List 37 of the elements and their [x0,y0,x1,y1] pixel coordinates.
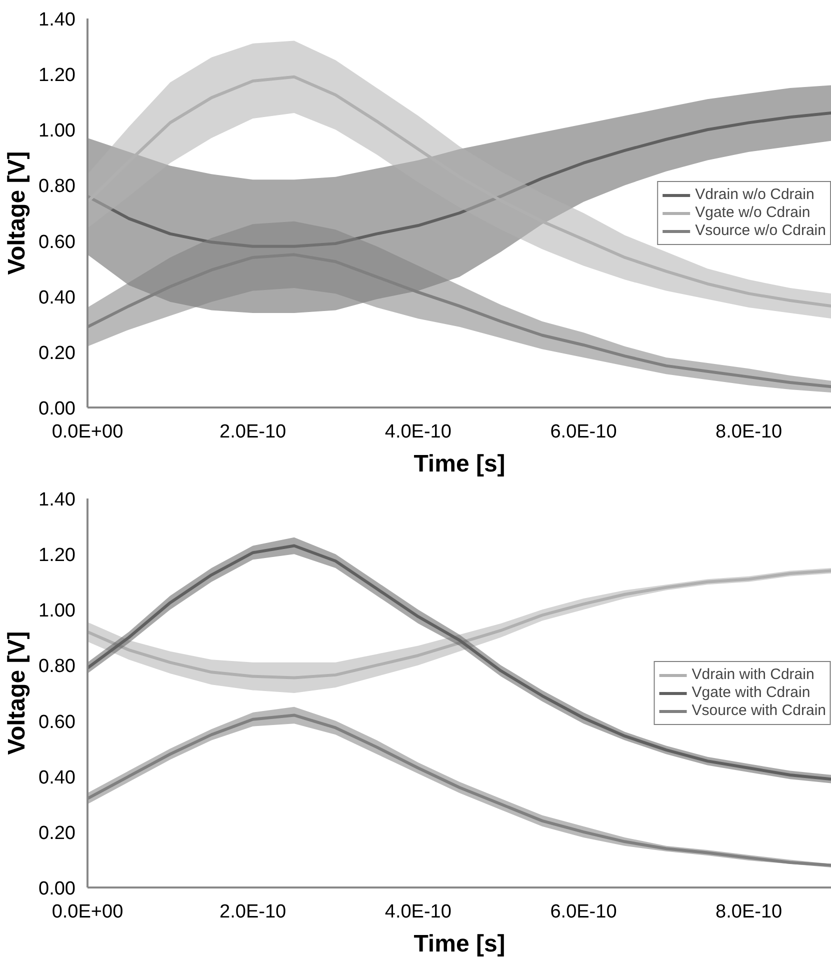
x-tick-label: 2.0E-10 [220,422,286,442]
y-tick-label: 1.20 [38,65,76,86]
x-tick-label: 4.0E-10 [384,902,452,922]
y-tick-label: 0.60 [38,232,76,253]
legend-label: Vgate w/o Cdrain [695,204,810,222]
x-axis-title: Time [s] [414,450,506,478]
legend-label: Vsource with Cdrain [692,702,826,720]
x-tick-label: 8.0E-10 [716,902,782,922]
y-tick-label: 1.00 [38,600,76,622]
x-tick-label: 6.0E-10 [550,902,617,922]
y-axis-title: Voltage [V] [4,631,31,755]
y-tick-label: 0.00 [38,878,76,900]
x-tick-label: 0.0E+00 [52,902,124,922]
x-tick-label: 0.0E+00 [52,422,124,442]
y-axis-title: Voltage [V] [4,151,31,275]
y-tick-label: 0.80 [38,176,76,198]
y-tick-label: 0.00 [38,398,76,420]
legend-label: Vsource w/o Cdrain [695,222,826,240]
x-tick-label: 2.0E-10 [220,902,286,922]
line-series [88,111,831,248]
x-tick-label: 8.0E-10 [716,422,782,442]
x-axis-title: Time [s] [414,930,506,958]
legend-label: Vdrain w/o Cdrain [695,186,814,204]
y-tick-label: 1.40 [38,490,76,510]
x-tick-label: 4.0E-10 [384,422,452,442]
y-tick-label: 0.40 [38,287,76,308]
y-tick-label: 1.40 [38,10,76,30]
y-tick-label: 0.80 [38,656,76,678]
legend-label: Vdrain with Cdrain [692,666,814,684]
y-tick-label: 1.00 [38,120,76,142]
y-tick-label: 1.20 [38,545,76,566]
y-tick-label: 0.20 [38,822,76,844]
legend-label: Vgate with Cdrain [692,684,810,702]
y-tick-label: 0.20 [38,342,76,364]
y-tick-label: 0.60 [38,712,76,733]
x-tick-label: 6.0E-10 [550,422,617,442]
y-tick-label: 0.40 [38,767,76,788]
